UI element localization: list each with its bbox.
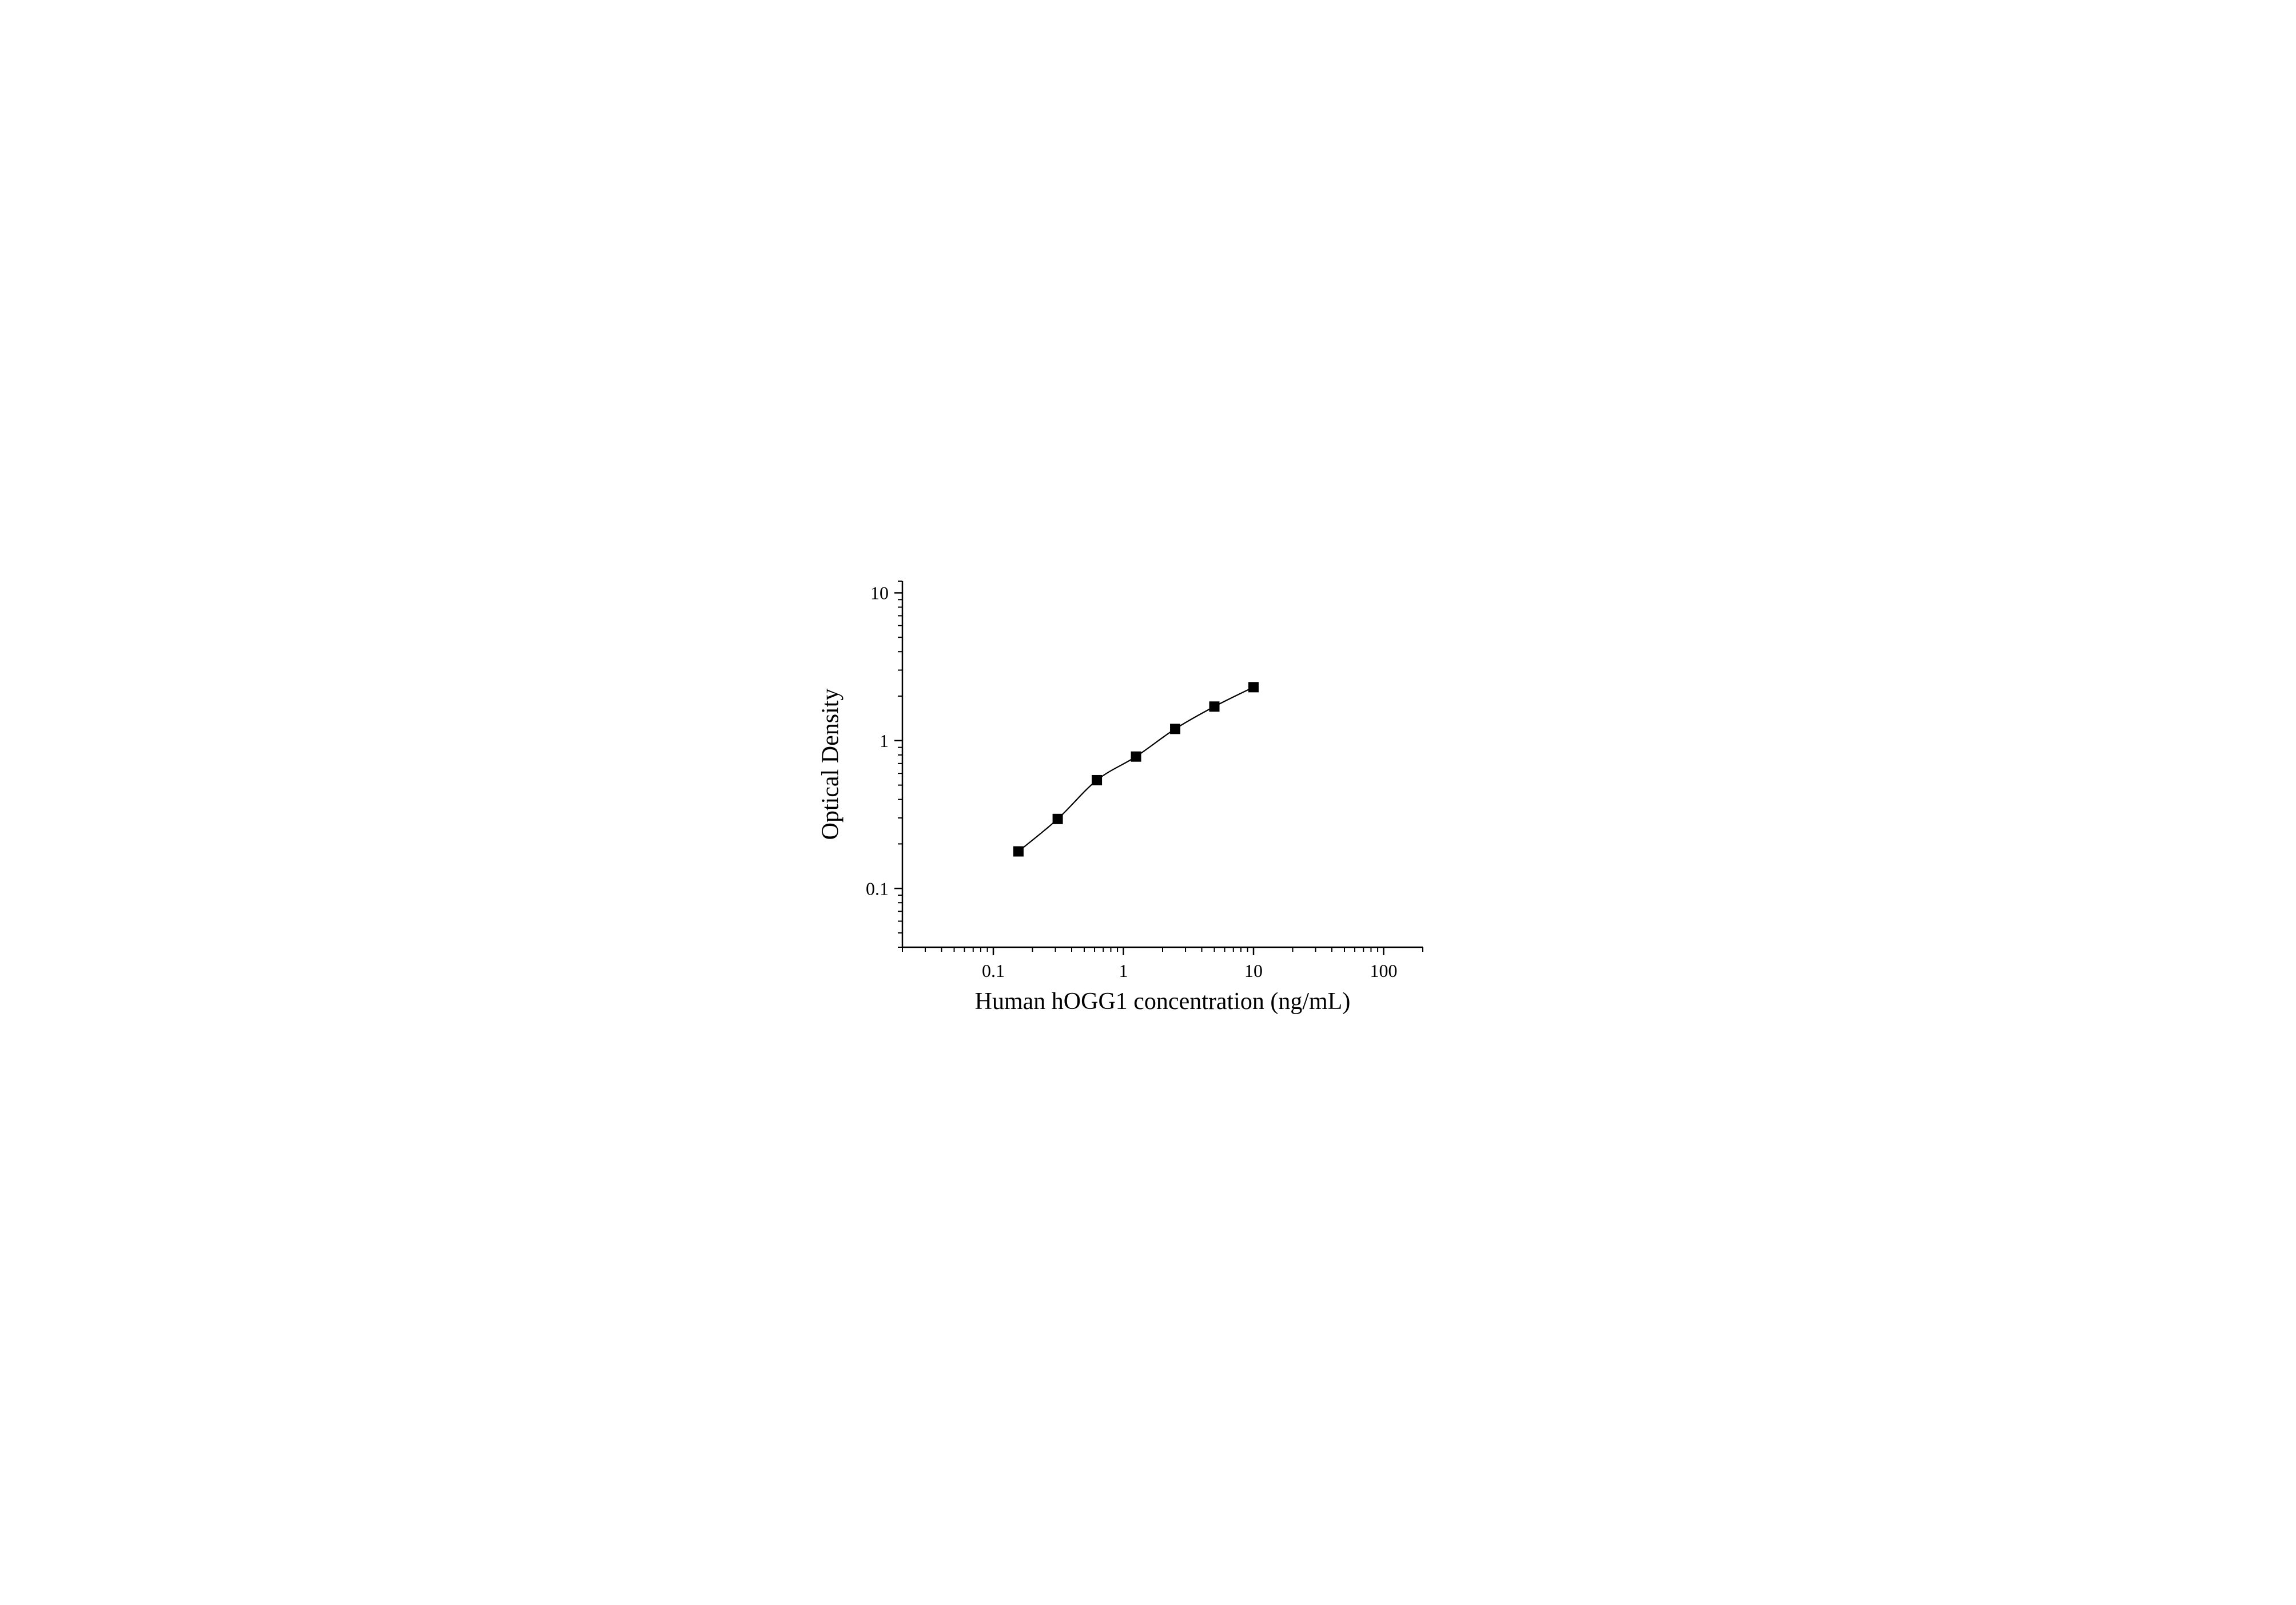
x-tick-label: 0.1 xyxy=(982,960,1005,981)
y-axis-label: Optical Density xyxy=(817,688,843,840)
data-marker xyxy=(1248,682,1259,692)
data-marker xyxy=(1092,774,1102,785)
chart-container: 0.1 1 10 100 0.1 1 10 Human hOGG1 concentration… xyxy=(0,0,2296,1605)
x-tick-label: 10 xyxy=(1244,960,1263,981)
data-marker xyxy=(1052,813,1063,824)
x-axis-label: Human hOGG1 concentration (ng/mL) xyxy=(974,988,1350,1015)
data-marker xyxy=(1170,724,1180,734)
log-log-chart: 0.1 1 10 100 0.1 1 10 Human hOGG1 concentration… xyxy=(782,547,1514,1059)
y-tick-label: 0.1 xyxy=(866,878,889,899)
y-tick-label: 10 xyxy=(870,582,889,603)
data-marker xyxy=(1209,701,1219,712)
data-marker xyxy=(1013,846,1023,856)
data-marker xyxy=(1131,751,1141,761)
x-tick-label: 1 xyxy=(1119,960,1128,981)
x-tick-label: 100 xyxy=(1370,960,1397,981)
y-tick-label: 1 xyxy=(880,730,889,751)
